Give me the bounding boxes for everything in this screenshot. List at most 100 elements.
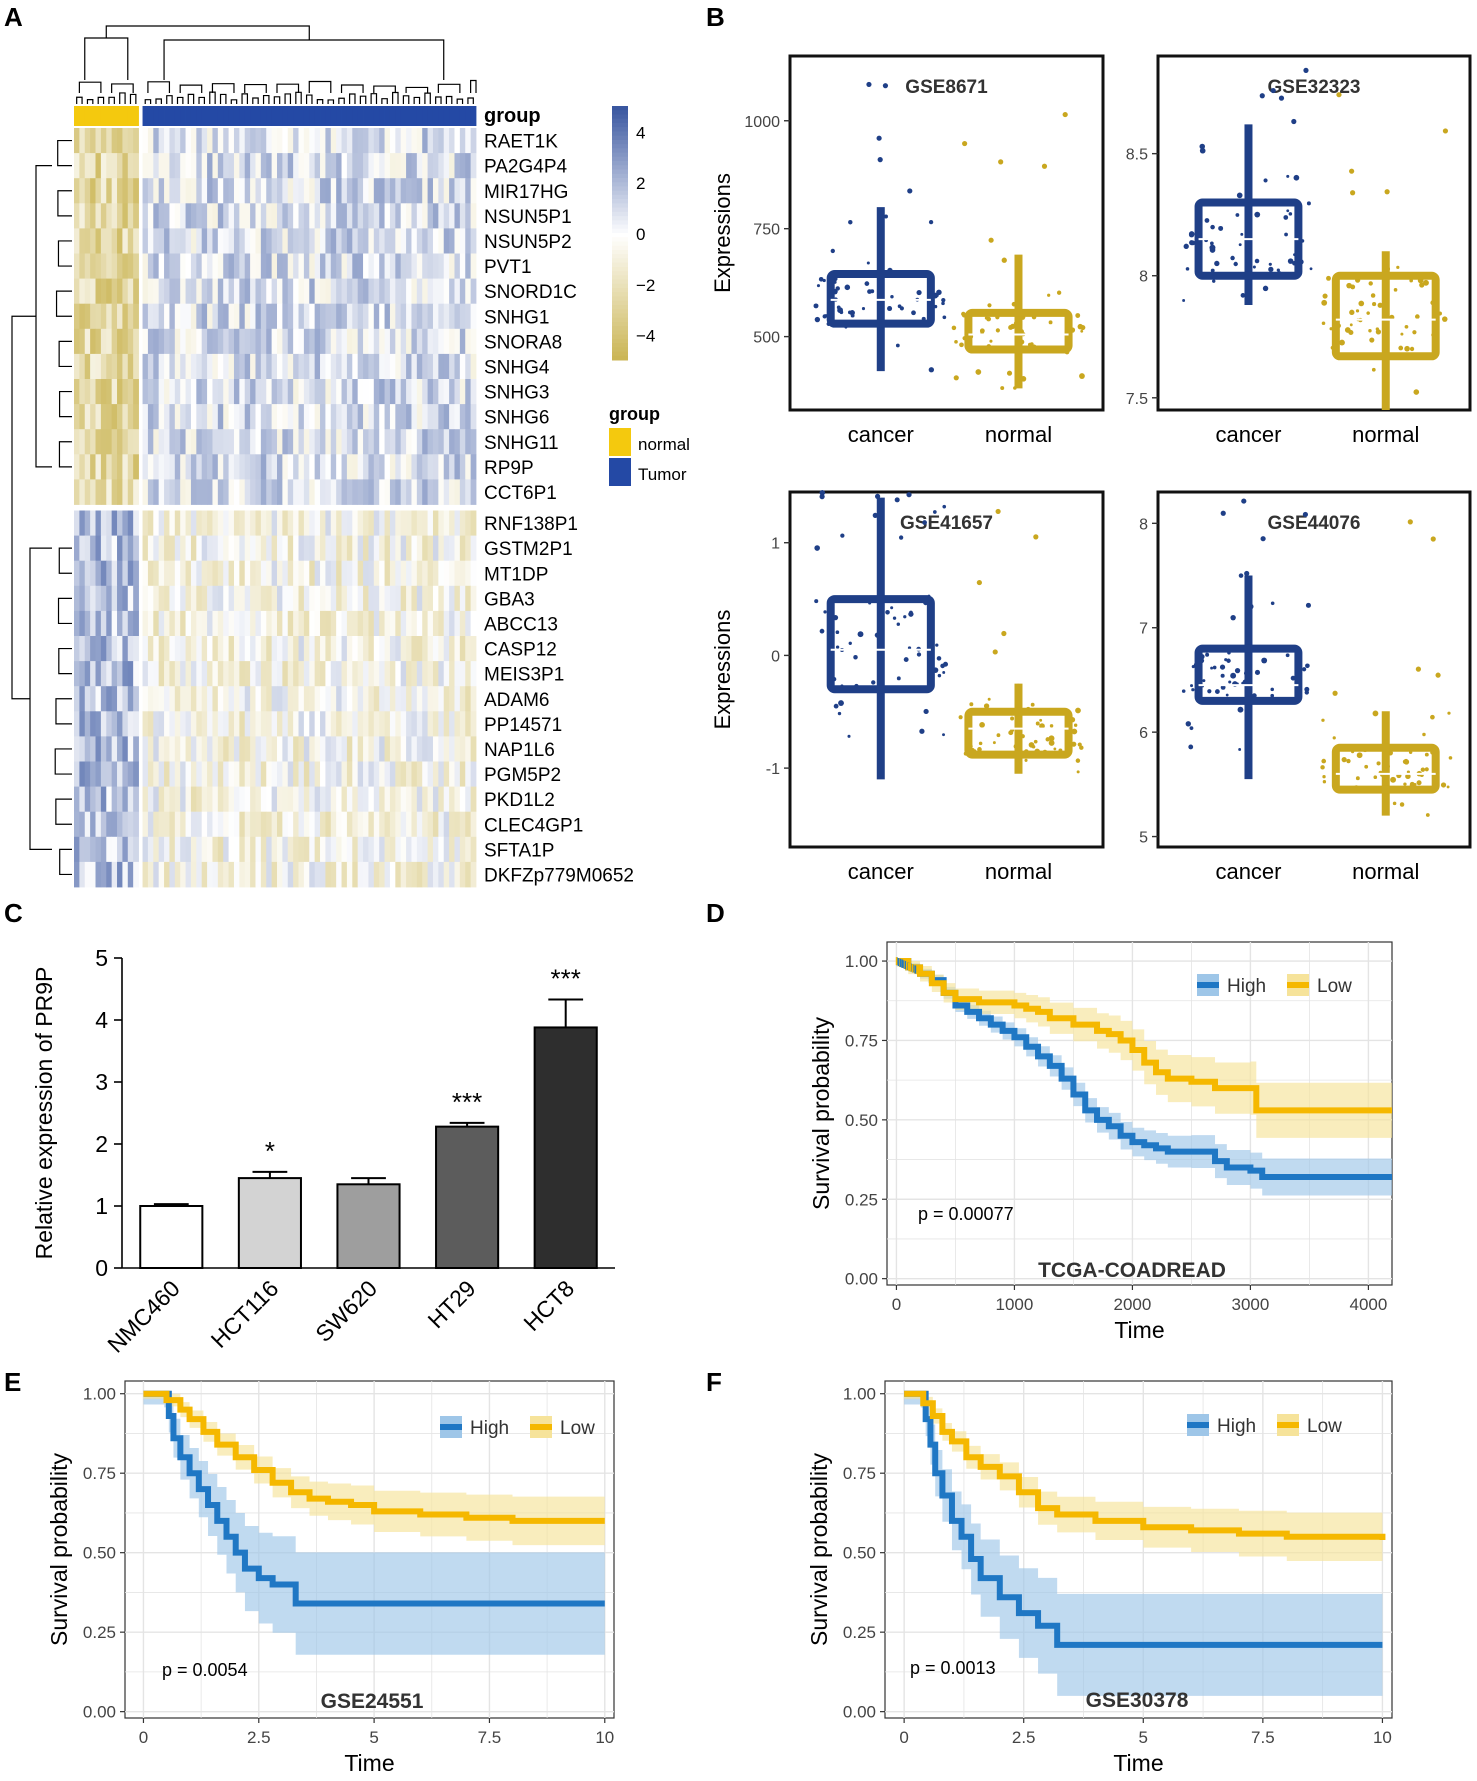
heatmap-cell (389, 560, 396, 587)
heatmap-cell (271, 786, 278, 813)
jitter-point (1185, 721, 1191, 727)
heatmap-cell (127, 636, 134, 662)
heatmap-cell (389, 429, 396, 455)
heatmap-cell (228, 560, 235, 587)
heatmap-cell (427, 836, 434, 863)
group-cell-tumor (190, 106, 197, 126)
heatmap-cell (244, 278, 251, 305)
heatmap-cell (127, 429, 134, 455)
heatmap-cell (330, 861, 337, 888)
heatmap-cell (117, 711, 123, 737)
heatmap-cell (111, 128, 118, 154)
jitter-point (1261, 657, 1268, 664)
heatmap-cell (244, 429, 251, 455)
heatmap-cell (244, 353, 251, 380)
heatmap-cell (314, 535, 321, 562)
heatmap-cell (244, 178, 251, 204)
group-cell-tumor (223, 106, 229, 126)
heatmap-cell (127, 454, 134, 480)
heatmap-cell (384, 560, 391, 587)
heatmap-cell (298, 686, 305, 712)
heatmap-cell (95, 253, 102, 279)
heatmap-cell (309, 736, 316, 762)
heatmap-cell (84, 353, 91, 380)
x-tick-label: 1000 (996, 1295, 1034, 1314)
heatmap-cell (79, 585, 86, 612)
jitter-point (894, 497, 900, 503)
heatmap-cell (266, 535, 273, 562)
heatmap-cell (84, 786, 91, 813)
heatmap-cell (320, 535, 326, 562)
heatmap-cell (352, 429, 359, 455)
heatmap-cell (147, 454, 154, 480)
heatmap-cell (454, 711, 461, 737)
heatmap-cell (287, 786, 294, 813)
heatmap-cell (352, 535, 359, 562)
heatmap-cell (282, 128, 289, 154)
heatmap-cell (153, 861, 160, 888)
heatmap-cell (164, 454, 170, 480)
group-cell-tumor (174, 106, 181, 126)
heatmap-cell (287, 328, 294, 355)
heatmap-cell (239, 479, 246, 505)
jitter-point (1393, 288, 1398, 292)
heatmap-cell (74, 178, 80, 204)
heatmap-cell (427, 353, 434, 380)
jitter-point (953, 375, 959, 381)
heatmap-cell (454, 585, 461, 612)
x-tick-label: 5 (1139, 1728, 1148, 1747)
heatmap-cell (164, 429, 170, 455)
heatmap-cell (212, 610, 219, 637)
heatmap-cell (127, 610, 134, 637)
heatmap-cell (217, 686, 224, 712)
heatmap-cell (287, 454, 294, 480)
heatmap-cell (406, 429, 412, 455)
km-plot-gse24551: 0 2.5 5 7.5 100.000.250.500.751.00TimeSurviv… (46, 1380, 615, 1776)
heatmap-cell (422, 535, 428, 562)
heatmap-cell (169, 711, 176, 737)
heatmap-cell (90, 153, 96, 179)
heatmap-cell (363, 610, 369, 637)
heatmap-cell (196, 203, 203, 229)
heatmap-cell (416, 510, 423, 536)
heatmap-cell (314, 786, 321, 813)
heatmap-cell (293, 811, 299, 838)
heatmap-cell (260, 560, 267, 587)
survival-curve-low (143, 1390, 605, 1524)
heatmap-cell (341, 228, 348, 254)
heatmap-cell (470, 761, 477, 787)
heatmap-cell (201, 786, 208, 813)
heatmap-cell (320, 686, 326, 712)
heatmap-cell (454, 278, 461, 305)
heatmap-cell (357, 610, 364, 637)
y-axis-title: Expressions (710, 173, 735, 293)
jitter-point (1228, 680, 1232, 684)
box (826, 270, 935, 328)
heatmap-cell (212, 379, 219, 405)
heatmap-cell (142, 353, 149, 380)
heatmap-cell (287, 303, 294, 330)
heatmap-cell (336, 479, 342, 505)
heatmap-cell (314, 328, 321, 355)
jitter-point (1199, 143, 1206, 150)
heatmap-cell (158, 203, 165, 229)
heatmap-cell (341, 661, 348, 687)
heatmap-cell (84, 661, 91, 687)
heatmap-cell (190, 836, 197, 863)
heatmap-cell (325, 761, 332, 787)
heatmap-cell (111, 535, 118, 562)
heatmap-cell (363, 303, 369, 330)
heatmap-cell (228, 861, 235, 888)
heatmap-cell (373, 686, 380, 712)
heatmap-cell (303, 454, 310, 480)
heatmap-cell (147, 661, 154, 687)
dataset-title: GSE30378 (1086, 1689, 1189, 1712)
heatmap-cell (443, 454, 450, 480)
heatmap-cell (239, 404, 246, 430)
heatmap-cell (406, 353, 412, 380)
heatmap-cell (346, 711, 353, 737)
heatmap-cell (438, 429, 445, 455)
heatmap-cell (384, 178, 391, 204)
heatmap-cell (117, 761, 123, 787)
km-plot-gse30378: 0 2.5 5 7.5 100.000.250.500.751.00TimeSurviv… (806, 1380, 1393, 1776)
